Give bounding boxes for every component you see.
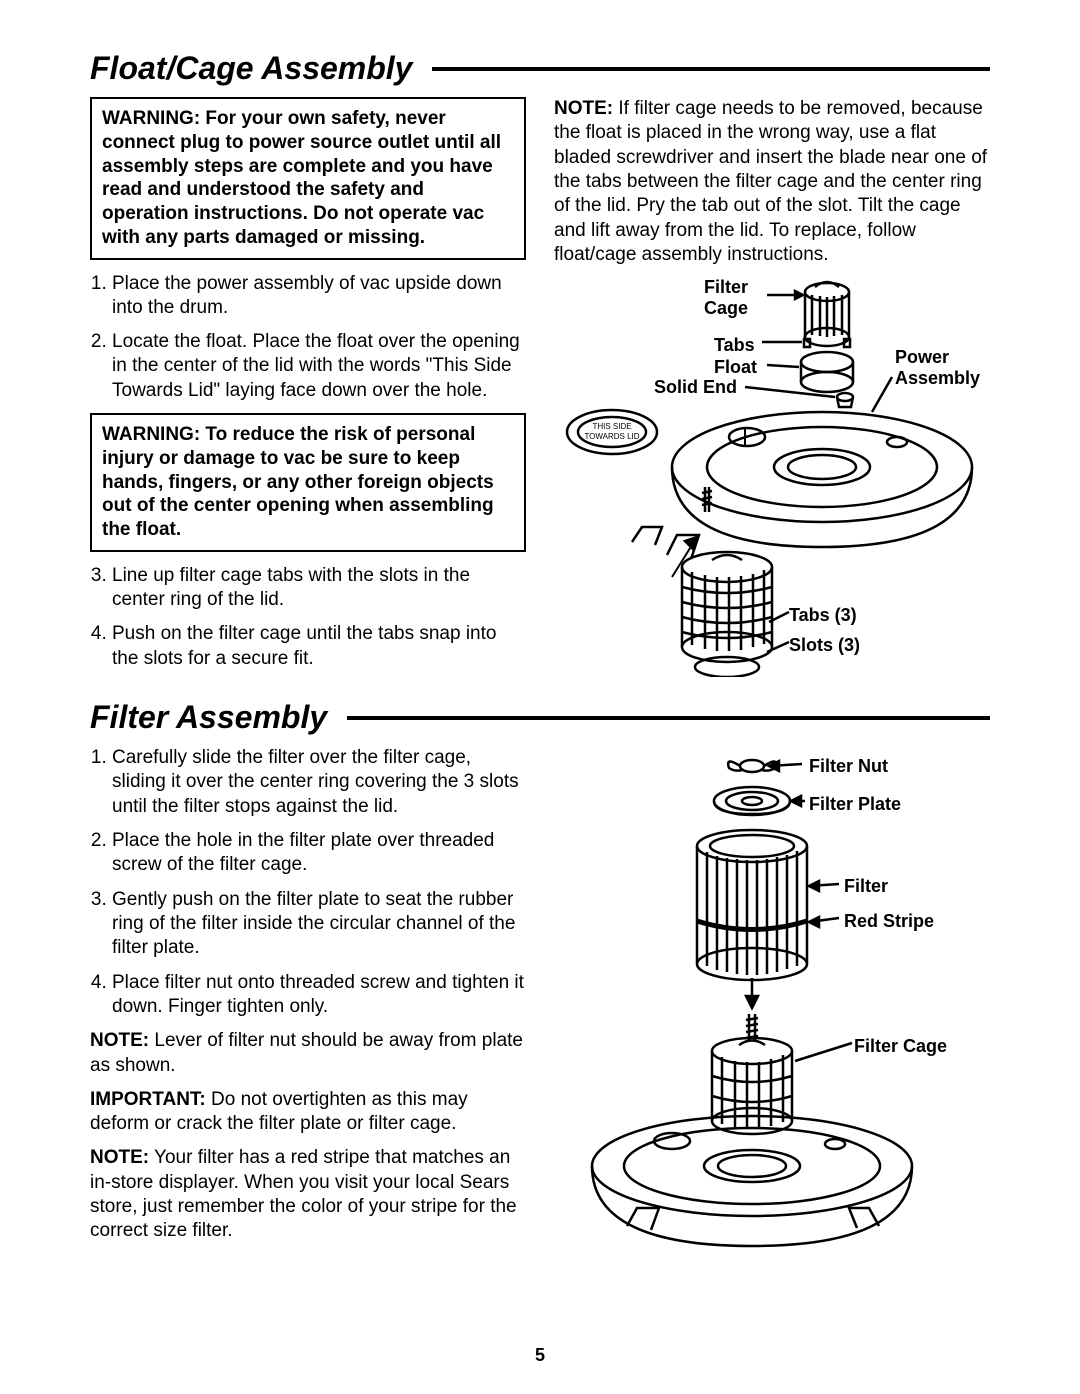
section2-steps: Carefully slide the filter over the filt…	[90, 746, 526, 1019]
section2-cols: Carefully slide the filter over the filt…	[90, 746, 990, 1266]
section2-rule	[347, 716, 990, 720]
section2-important: IMPORTANT: Do not overtighten as this ma…	[90, 1088, 526, 1137]
section2-step4: Place filter nut onto threaded screw and…	[112, 971, 526, 1020]
label-filter-cage: FilterCage	[704, 277, 748, 319]
page: Float/Cage Assembly WARNING: For your ow…	[90, 50, 990, 1266]
svg-text:THIS SIDE: THIS SIDE	[592, 422, 631, 431]
section2-right: Filter Nut Filter Plate Filter Red Strip…	[554, 746, 990, 1266]
label-tabs3: Tabs (3)	[789, 605, 857, 626]
section1-title: Float/Cage Assembly	[90, 50, 412, 87]
label-filter-nut: Filter Nut	[809, 756, 888, 777]
section2-step1: Carefully slide the filter over the filt…	[112, 746, 526, 819]
section2-note2: NOTE: Your filter has a red stripe that …	[90, 1146, 526, 1243]
section2-left: Carefully slide the filter over the filt…	[90, 746, 526, 1266]
label-power-assembly: PowerAssembly	[895, 347, 980, 389]
label-slots3: Slots (3)	[789, 635, 860, 656]
section1-note: NOTE: If filter cage needs to be removed…	[554, 97, 990, 267]
filter-svg	[554, 746, 990, 1266]
label-filter-cage2: Filter Cage	[854, 1036, 947, 1057]
note1-body: Lever of filter nut should be away from …	[90, 1030, 523, 1075]
label-solid-end: Solid End	[654, 377, 737, 398]
section1-title-row: Float/Cage Assembly	[90, 50, 990, 87]
note2-label: NOTE:	[90, 1147, 149, 1168]
note-body: If filter cage needs to be removed, beca…	[554, 98, 987, 265]
section1-steps-a: Place the power assembly of vac upside d…	[90, 272, 526, 404]
section2-title: Filter Assembly	[90, 699, 327, 736]
section1-cols: WARNING: For your own safety, never conn…	[90, 97, 990, 681]
label-float: Float	[714, 357, 757, 378]
section2-step2: Place the hole in the filter plate over …	[112, 829, 526, 878]
label-red-stripe: Red Stripe	[844, 911, 934, 932]
note1-label: NOTE:	[90, 1030, 149, 1051]
section1-step3: Line up filter cage tabs with the slots …	[112, 564, 526, 613]
section1-warning1: WARNING: For your own safety, never conn…	[90, 97, 526, 260]
section2-title-row: Filter Assembly	[90, 699, 990, 736]
floatcage-svg: THIS SIDE TOWARDS LID	[554, 277, 990, 677]
section1-rule	[432, 67, 990, 71]
section2-step3: Gently push on the filter plate to seat …	[112, 888, 526, 961]
section1-steps-b: Line up filter cage tabs with the slots …	[90, 564, 526, 671]
section1-step2: Locate the float. Place the float over t…	[112, 330, 526, 403]
section1-warning2: WARNING: To reduce the risk of personal …	[90, 413, 526, 552]
section1-right: NOTE: If filter cage needs to be removed…	[554, 97, 990, 681]
important-label: IMPORTANT:	[90, 1089, 206, 1110]
figure-floatcage: FilterCage Tabs Float Solid End PowerAss…	[554, 277, 990, 677]
section1-step1: Place the power assembly of vac upside d…	[112, 272, 526, 321]
section1-left: WARNING: For your own safety, never conn…	[90, 97, 526, 681]
page-number: 5	[535, 1345, 545, 1366]
label-tabs: Tabs	[714, 335, 755, 356]
label-filter-plate: Filter Plate	[809, 794, 901, 815]
section1-step4: Push on the filter cage until the tabs s…	[112, 622, 526, 671]
figure-filter: Filter Nut Filter Plate Filter Red Strip…	[554, 746, 990, 1266]
note2-body: Your filter has a red stripe that matche…	[90, 1147, 517, 1241]
svg-text:TOWARDS LID: TOWARDS LID	[584, 432, 639, 441]
section2-note1: NOTE: Lever of filter nut should be away…	[90, 1029, 526, 1078]
note-prefix: NOTE:	[554, 98, 613, 119]
label-filter: Filter	[844, 876, 888, 897]
